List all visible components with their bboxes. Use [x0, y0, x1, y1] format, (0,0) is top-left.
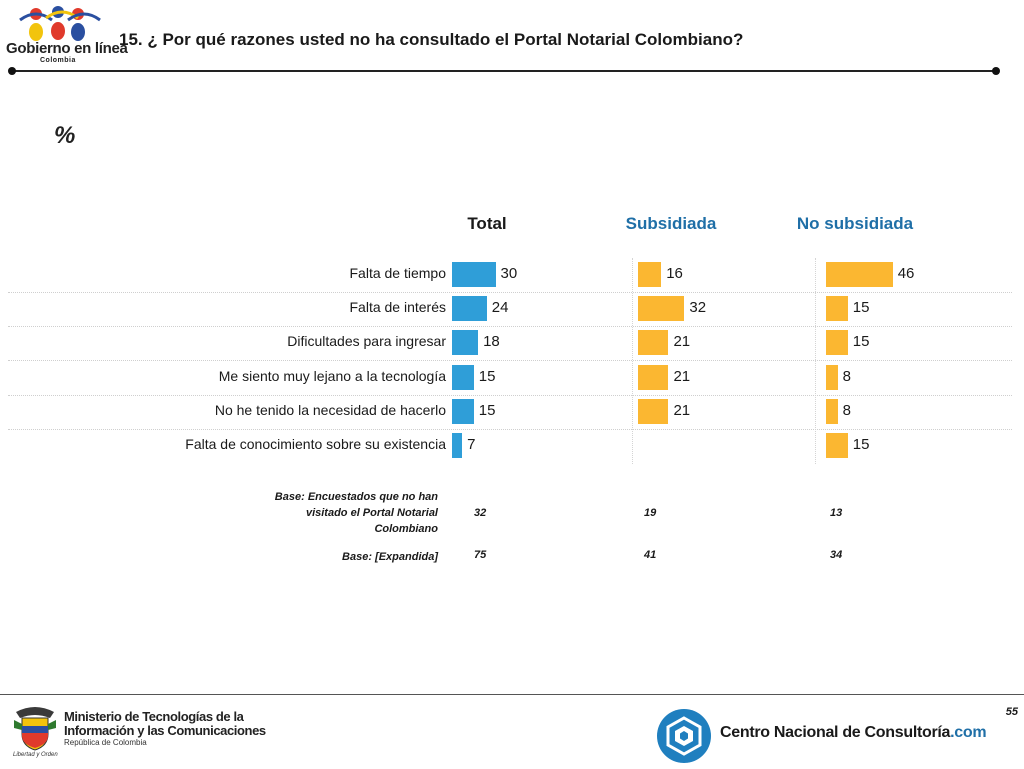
unit-label: % — [54, 122, 76, 149]
divider-dot-right — [992, 67, 1000, 75]
bar-no-subsidiada-no-he-tenido-la-necesidad-de-hacerlo — [826, 398, 838, 424]
bar-no-subsidiada-falta-de-tiempo — [826, 262, 893, 287]
value-label-subsidiada-dificultades-para-ingresar: 21 — [673, 333, 691, 351]
series-header-total: Total — [467, 214, 507, 233]
value-label-subsidiada-falta-de-tiempo: 16 — [666, 265, 683, 282]
bar-no-subsidiada-falta-de-interes — [826, 296, 848, 322]
people-figures-icon — [19, 6, 101, 41]
bar-total-falta-de-conocimiento-sobre-su-existencia — [452, 433, 463, 458]
row-separator — [8, 292, 1012, 293]
bar-no-subsidiada-me-siento-muy-lejano-a-la-tecnologia — [826, 364, 838, 390]
ministry-line-2: Información y las Comunicaciones — [64, 723, 266, 738]
series-header-no-subsidiada: No subsidiada — [796, 214, 914, 233]
category-label-no-he-tenido-la-necesidad-de-hacerlo: No he tenido la necesidad de hacerlo — [214, 401, 446, 418]
base-label-respondents: Base: Encuestados que no han visitado el… — [274, 491, 438, 535]
ministry-name: Ministerio de Tecnologías de la Informac… — [64, 710, 266, 748]
base-expanded-no-subsidiada: 34 — [830, 549, 843, 561]
category-label-falta-de-interes: Falta de interés — [349, 299, 447, 316]
value-label-no-subsidiada-dificultades-para-ingresar: 15 — [852, 333, 870, 351]
base-expanded-subsidiada: 41 — [644, 549, 657, 561]
base-value-no-subsidiada: 13 — [830, 507, 843, 519]
crest-caption: Libertad y Orden — [13, 752, 58, 758]
cnc-name-main: Centro Nacional de Consultoría — [720, 724, 951, 741]
base-label-expanded: Base: [Expandida] — [342, 551, 438, 563]
value-label-total-falta-de-tiempo: 30 — [500, 265, 518, 282]
bar-subsidiada-falta-de-interes — [638, 296, 685, 322]
value-label-subsidiada-me-siento-muy-lejano-a-la-tecnologia: 21 — [673, 367, 691, 385]
value-label-no-subsidiada-falta-de-interes: 15 — [852, 299, 870, 317]
footer-divider — [0, 694, 1024, 695]
bar-total-no-he-tenido-la-necesidad-de-hacerlo — [452, 398, 474, 424]
bar-subsidiada-no-he-tenido-la-necesidad-de-hacerlo — [638, 398, 669, 424]
ministry-line-1: Ministerio de Tecnologías de la — [64, 709, 244, 724]
ministry-line-3: República de Colombia — [64, 738, 147, 747]
bar-subsidiada-dificultades-para-ingresar — [638, 330, 669, 356]
value-label-total-falta-de-conocimiento-sobre-su-existencia: 7 — [467, 436, 476, 453]
bar-total-falta-de-interes — [452, 296, 487, 322]
gobierno-en-linea-logo: Gobierno en línea Colombia — [6, 4, 128, 68]
logo-subtext: Colombia — [40, 57, 76, 64]
base-value-total: 32 — [474, 507, 487, 519]
category-label-falta-de-conocimiento-sobre-su-existencia: Falta de conocimiento sobre su existenci… — [185, 436, 446, 452]
value-label-subsidiada-falta-de-interes: 32 — [689, 299, 707, 317]
category-label-me-siento-muy-lejano-a-la-tecnologia: Me siento muy lejano a la tecnología — [218, 367, 446, 384]
value-label-no-subsidiada-falta-de-tiempo: 46 — [897, 265, 915, 282]
colombia-coat-of-arms-icon — [12, 704, 58, 762]
value-label-total-dificultades-para-ingresar: 18 — [483, 333, 500, 351]
divider-dot-left — [8, 67, 16, 75]
row-separator — [8, 394, 1012, 396]
series-header-subsidiada: Subsidiada — [625, 214, 717, 233]
bar-subsidiada-me-siento-muy-lejano-a-la-tecnologia — [638, 364, 669, 390]
value-label-total-falta-de-interes: 24 — [491, 299, 509, 317]
value-label-no-subsidiada-falta-de-conocimiento-sobre-su-existencia: 15 — [852, 436, 870, 453]
bar-total-dificultades-para-ingresar — [452, 330, 479, 356]
bar-total-me-siento-muy-lejano-a-la-tecnologia — [452, 364, 474, 390]
question-title: 15. ¿ Por qué razones usted no ha consul… — [119, 30, 744, 49]
value-label-no-subsidiada-me-siento-muy-lejano-a-la-tecnologia: 8 — [842, 367, 851, 385]
bar-no-subsidiada-falta-de-conocimiento-sobre-su-existencia — [826, 433, 848, 458]
value-label-total-me-siento-muy-lejano-a-la-tecnologia: 15 — [478, 367, 496, 385]
category-label-falta-de-tiempo: Falta de tiempo — [349, 265, 447, 281]
cnc-logo-icon — [656, 708, 712, 764]
row-separator — [8, 360, 1012, 362]
base-value-subsidiada: 19 — [644, 507, 657, 519]
base-expanded-total: 75 — [474, 549, 487, 561]
bar-no-subsidiada-dificultades-para-ingresar — [826, 330, 848, 356]
value-label-no-subsidiada-no-he-tenido-la-necesidad-de-hacerlo: 8 — [842, 401, 851, 419]
cnc-name-suffix: .com — [950, 724, 987, 741]
value-label-subsidiada-no-he-tenido-la-necesidad-de-hacerlo: 21 — [673, 401, 691, 419]
row-separator — [8, 428, 1012, 430]
bar-subsidiada-falta-de-tiempo — [638, 262, 662, 287]
page-number: 55 — [1005, 706, 1018, 718]
row-separator — [8, 326, 1012, 328]
header-divider — [12, 70, 996, 72]
value-label-total-no-he-tenido-la-necesidad-de-hacerlo: 15 — [478, 401, 496, 419]
bar-total-falta-de-tiempo — [452, 262, 496, 287]
category-label-dificultades-para-ingresar: Dificultades para ingresar — [287, 333, 446, 350]
cnc-name: Centro Nacional de Consultoría.com — [720, 724, 987, 742]
logo-text: Gobierno en línea — [6, 40, 128, 57]
